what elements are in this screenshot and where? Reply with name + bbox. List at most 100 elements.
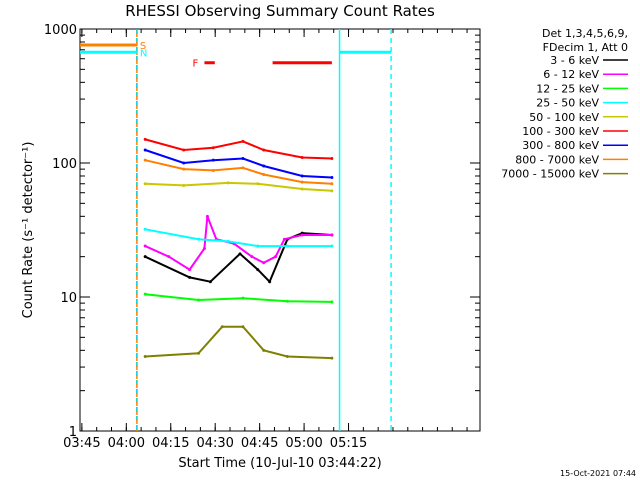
series-point [282, 237, 286, 241]
series-point [330, 189, 334, 193]
series-point [197, 351, 201, 355]
legend-label: 800 - 7000 keV [515, 153, 599, 166]
series-point [300, 233, 304, 237]
timestamp-footer: 15-Oct-2021 07:44 [560, 469, 636, 478]
series-point [262, 261, 266, 265]
series-point [300, 180, 304, 184]
series-point [143, 354, 147, 358]
series-point [262, 164, 266, 168]
series-point [300, 187, 304, 191]
x-tick-label: 04:30 [196, 436, 233, 451]
plot-frame [79, 28, 481, 432]
series-line [145, 181, 332, 192]
series-point [220, 325, 224, 329]
series-point [330, 233, 334, 237]
series-point [143, 182, 147, 186]
series-point [226, 181, 230, 185]
series-point [256, 182, 260, 186]
y-axis: 1 10 100 1000 [44, 23, 480, 440]
series-point [300, 155, 304, 159]
series-point [143, 255, 147, 259]
x-tick-label: 04:00 [108, 436, 145, 451]
y-tick-label: 10 [60, 291, 77, 306]
series-point [285, 354, 289, 358]
legend-label: 25 - 50 keV [536, 97, 599, 110]
legend-label: 12 - 25 keV [536, 82, 599, 95]
flag-label: S [140, 41, 146, 52]
x-tick-label: 05:00 [285, 436, 322, 451]
flag-label: N [140, 48, 147, 59]
series-point [167, 255, 171, 259]
x-tick-label: 04:45 [241, 436, 278, 451]
x-axis: 03:45 04:00 04:15 04:30 04:45 05:00 05:15 [63, 29, 468, 451]
series-point [182, 161, 186, 165]
series-point [241, 139, 245, 143]
series-line [145, 228, 332, 248]
legend-label: 3 - 6 keV [550, 54, 599, 67]
legend-header: Det 1,3,4,5,6,9, [542, 27, 628, 40]
plot-area: SN F [80, 29, 392, 431]
chart-title: RHESSI Observing Summary Count Rates [125, 2, 435, 20]
series-point [197, 298, 201, 302]
legend-label: 7000 - 15000 keV [501, 168, 599, 181]
legend-label: 6 - 12 keV [543, 68, 599, 81]
x-tick-label: 04:15 [152, 436, 189, 451]
series-point [182, 148, 186, 152]
series-point [211, 158, 215, 162]
series-point [330, 300, 334, 304]
series-point [143, 148, 147, 152]
y-tick-label: 1000 [44, 23, 77, 38]
series-point [250, 255, 254, 259]
x-tick-label: 03:45 [63, 436, 100, 451]
y-tick-label: 1 [69, 425, 77, 440]
series-point [262, 173, 266, 177]
legend: Det 1,3,4,5,6,9,FDecim 1, Att 03 - 6 keV… [501, 27, 628, 181]
y-tick-label: 100 [52, 157, 77, 172]
series-point [330, 182, 334, 186]
series-point [202, 247, 206, 251]
series-point [300, 174, 304, 178]
series-point [143, 137, 147, 141]
legend-label: 50 - 100 keV [529, 111, 599, 124]
x-axis-label: Start Time (10-Jul-10 03:44:22) [178, 456, 381, 471]
series-point [330, 157, 334, 161]
series-point [182, 167, 186, 171]
legend-label: 100 - 300 keV [522, 125, 599, 138]
series-point [143, 158, 147, 162]
series-point [211, 146, 215, 150]
series-point [188, 275, 192, 279]
series-point [330, 175, 334, 179]
series-point [226, 239, 230, 243]
series-point [182, 183, 186, 187]
series-point [241, 166, 245, 170]
series-point [330, 356, 334, 360]
series-point [211, 168, 215, 172]
series-point [256, 268, 260, 272]
x-tick-label: 05:15 [330, 436, 367, 451]
series-point [241, 157, 245, 161]
series-point [330, 244, 334, 248]
series-point [238, 252, 242, 256]
series-point [197, 237, 201, 241]
series-point [208, 280, 212, 284]
series-point [143, 244, 147, 248]
flag-label: F [192, 59, 198, 70]
legend-header: FDecim 1, Att 0 [543, 41, 628, 54]
series-point [143, 227, 147, 231]
series-point [205, 214, 209, 218]
series-point [262, 148, 266, 152]
series-point [274, 255, 278, 259]
legend-label: 300 - 800 keV [522, 139, 599, 152]
series-point [256, 244, 260, 248]
series-point [143, 292, 147, 296]
series-point [285, 299, 289, 303]
series-point [241, 296, 245, 300]
y-axis-label: Count Rate (s⁻¹ detector⁻¹) [21, 142, 36, 319]
series-point [188, 268, 192, 272]
series-point [262, 348, 266, 352]
series-point [268, 280, 272, 284]
series-point [285, 244, 289, 248]
series-point [241, 325, 245, 329]
